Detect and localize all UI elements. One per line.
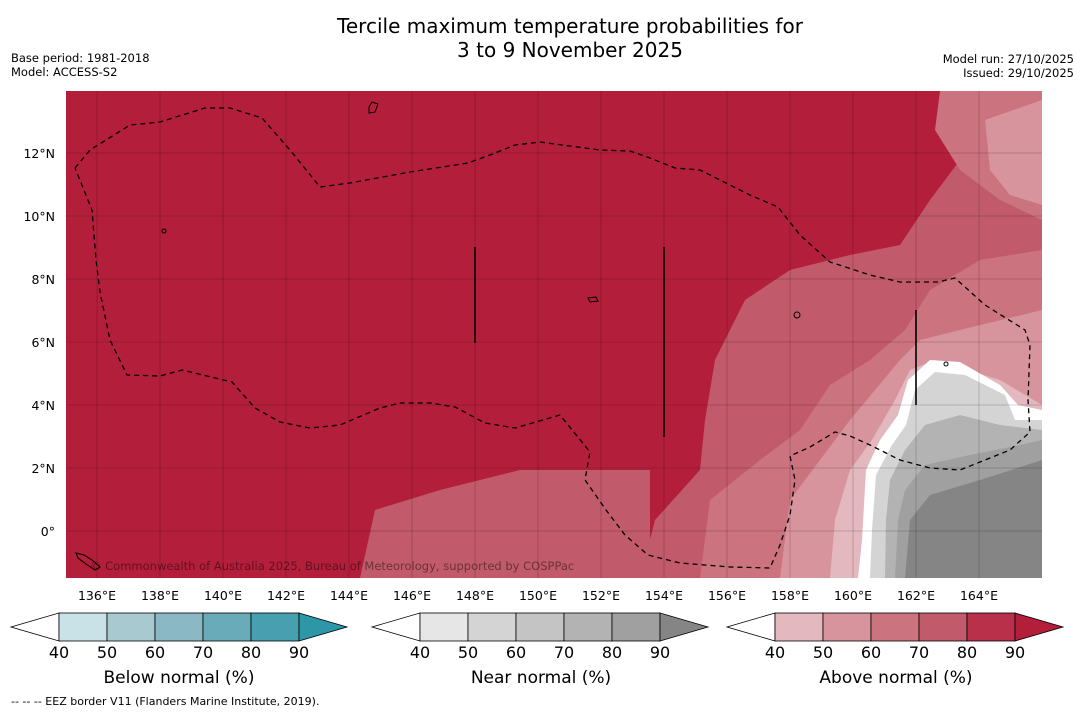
model-run: Model run: 27/10/2025 [942,52,1074,66]
colorbar-segment [563,612,613,642]
copyright-notice: © Commonwealth of Australia 2025, Bureau… [90,559,574,573]
x-tick: 136°E [78,588,116,603]
x-tick: 160°E [834,588,872,603]
colorbar-tick: 50 [97,643,117,662]
colorbar-segment [106,612,156,642]
colorbar-tick: 80 [602,643,622,662]
colorbar-segment [774,612,824,642]
near-normal-label: Near normal (%) [470,668,612,688]
x-tick: 148°E [456,588,494,603]
y-tick: 0° [41,524,55,539]
colorbar-tick: 80 [241,643,261,662]
above-70-south-region [360,470,650,578]
above-normal-label: Above normal (%) [819,668,973,688]
colorbar-min-arrow [9,612,60,642]
colorbar-max-arrow [298,612,349,642]
meta-left: Base period: 1981-2018 Model: ACCESS-S2 [11,51,150,79]
islands [75,101,949,571]
y-tick-labels: 12°N 10°N 8°N 6°N 4°N 2°N 0° [23,146,55,539]
x-tick-labels: 136°E 138°E 140°E 142°E 144°E 146°E 148°… [78,588,998,603]
y-tick: 12°N [23,146,55,161]
colorbar-below-normal: 40 50 60 70 80 90 [9,612,349,662]
colorbar-tick: 40 [765,643,785,662]
x-tick: 150°E [519,588,557,603]
colorbar-segment [250,612,300,642]
colorbar-segment [515,612,565,642]
colorbar-tick: 50 [458,643,478,662]
colorbar-tick: 80 [957,643,977,662]
colorbar-tick: 90 [289,643,309,662]
above-50-ne-region [985,100,1042,205]
colorbar-near-normal: 40 50 60 70 80 90 [370,612,710,662]
colorbar-segment [202,612,252,642]
base-period: Base period: 1981-2018 [11,51,150,65]
x-tick: 164°E [960,588,998,603]
colorbar-tick: 60 [861,643,881,662]
colorbar-segment [822,612,872,642]
meta-right: Model run: 27/10/2025 Issued: 29/10/2025 [943,52,1074,80]
colorbar-segment [611,612,661,642]
y-tick: 8°N [31,272,55,287]
y-tick: 2°N [31,461,55,476]
solid-borders [474,247,917,437]
map-title: Tercile maximum temperature probabilitie… [0,14,1085,62]
colorbar-max-arrow [659,612,710,642]
map-frame: © Commonwealth of Australia 2025, Bureau… [66,91,1042,578]
y-tick: 6°N [31,335,55,350]
x-tick: 144°E [330,588,368,603]
y-tick: 4°N [31,398,55,413]
colorbar-max-arrow [1014,612,1065,642]
below-normal-label: Below normal (%) [103,668,255,688]
x-tick: 154°E [645,588,683,603]
colorbar-tick: 70 [909,643,929,662]
near-90-region [905,460,1042,578]
colorbar-tick: 50 [813,643,833,662]
model-name: Model: ACCESS-S2 [11,65,118,79]
colorbar-tick: 60 [506,643,526,662]
colorbar-segment [467,612,517,642]
colorbar-segment [58,612,108,642]
colorbar-tick: 90 [650,643,670,662]
colorbar-tick: 40 [49,643,69,662]
x-tick: 152°E [582,588,620,603]
eez-footnote: -- -- -- EEZ border V11 (Flanders Marine… [11,695,320,708]
colorbar-tick: 40 [410,643,430,662]
colorbar-segment [154,612,204,642]
colorbar-above-normal: 40 50 60 70 80 90 [725,612,1065,662]
x-tick: 142°E [267,588,305,603]
colorbar-min-arrow [370,612,421,642]
colorbar-segment [419,612,469,642]
colorbar-tick: 70 [554,643,574,662]
x-tick: 140°E [204,588,242,603]
title-line-1: Tercile maximum temperature probabilitie… [337,14,803,38]
colorbar-segment [966,612,1016,642]
colorbar-min-arrow [725,612,776,642]
x-tick: 146°E [393,588,431,603]
issued-date: Issued: 29/10/2025 [963,66,1074,80]
x-tick: 138°E [141,588,179,603]
colorbar-tick: 90 [1005,643,1025,662]
colorbar-segment [870,612,920,642]
x-tick: 158°E [771,588,809,603]
y-tick: 10°N [23,209,55,224]
x-tick: 156°E [708,588,746,603]
x-tick: 162°E [897,588,935,603]
colorbar-tick: 70 [193,643,213,662]
colorbar-segment [918,612,968,642]
colorbar-tick: 60 [145,643,165,662]
title-line-2: 3 to 9 November 2025 [457,38,683,62]
